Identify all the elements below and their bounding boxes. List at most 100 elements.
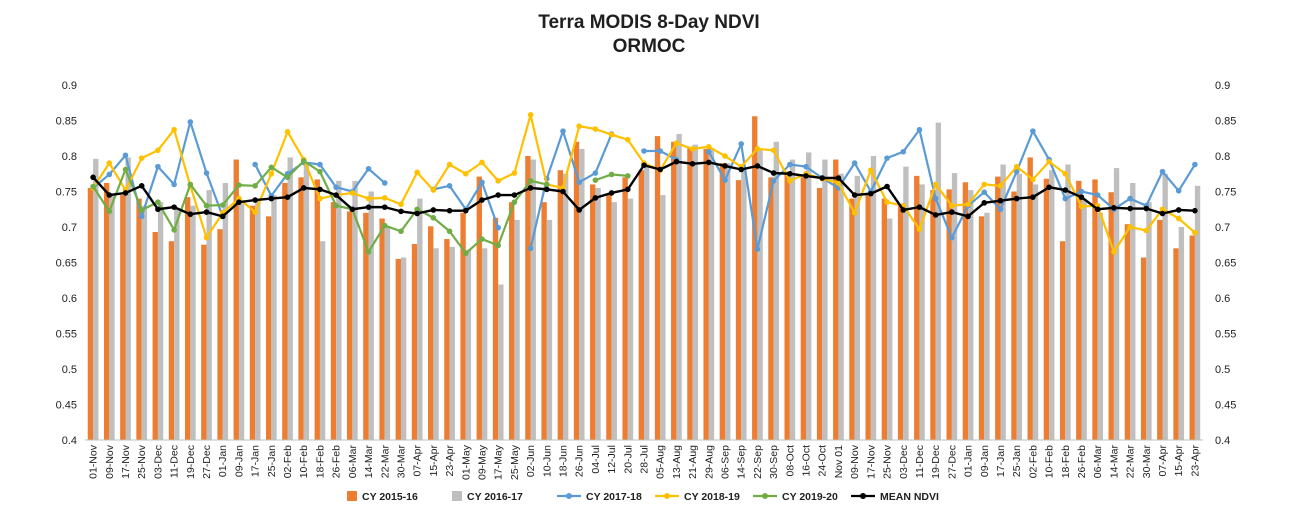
bar-s0-0 bbox=[87, 187, 94, 440]
x-tick-label-46: Nov 01 bbox=[833, 445, 845, 478]
marker-s2-33 bbox=[625, 173, 631, 179]
marker-s1-5 bbox=[171, 126, 177, 133]
x-tick-label-53: 27-Dec bbox=[946, 445, 958, 479]
marker-s1-26 bbox=[511, 170, 518, 176]
legend-label-bar-1: CY 2016-17 bbox=[467, 491, 523, 503]
legend-label-line-3: MEAN NDVI bbox=[880, 491, 939, 503]
marker-s0-25 bbox=[495, 224, 501, 231]
bar-s1-45 bbox=[822, 159, 828, 441]
marker-s1-1 bbox=[106, 160, 113, 166]
marker-s3-26 bbox=[511, 192, 518, 198]
marker-s3-38 bbox=[706, 159, 712, 166]
bar-s0-57 bbox=[1011, 191, 1017, 440]
legend-label-line-1: CY 2018-19 bbox=[684, 491, 740, 503]
bar-s1-31 bbox=[595, 187, 601, 440]
marker-s1-61 bbox=[1078, 203, 1085, 210]
y-axis-right: 0.4 0.45 0.5 0.55 0.6 0.65 0.7 0.75 0.8 0.85 0.9 bbox=[1215, 80, 1236, 447]
bar-s0-68 bbox=[1189, 235, 1195, 440]
bar-s1-38 bbox=[708, 148, 715, 440]
y-tick-label-right-7: 0.75 bbox=[1215, 187, 1236, 199]
x-tick-label-28: 10-Jun bbox=[541, 445, 553, 477]
bar-s1-61 bbox=[1081, 198, 1087, 440]
y-tick-label-left-2: 0.5 bbox=[62, 364, 77, 376]
bar-s0-13 bbox=[298, 177, 304, 441]
marker-s3-29 bbox=[560, 188, 566, 195]
bar-s1-43 bbox=[789, 159, 796, 441]
marker-s2-2 bbox=[122, 166, 129, 173]
marker-s3-44 bbox=[803, 173, 809, 179]
marker-s3-34 bbox=[641, 162, 647, 169]
marker-s2-7 bbox=[203, 202, 210, 209]
bar-s0-23 bbox=[460, 212, 466, 440]
bar-s1-62 bbox=[1097, 212, 1104, 440]
line-series-group bbox=[90, 112, 1198, 257]
y-tick-label-left-6: 0.7 bbox=[62, 222, 77, 234]
marker-s2-21 bbox=[430, 214, 437, 221]
bar-s0-16 bbox=[347, 211, 353, 440]
marker-s3-11 bbox=[268, 195, 275, 202]
bar-s0-50 bbox=[897, 205, 904, 440]
marker-s1-19 bbox=[398, 201, 404, 208]
x-tick-label-31: 04-Jul bbox=[590, 445, 602, 474]
marker-s3-51 bbox=[916, 204, 923, 210]
x-tick-label-42: 30-Sep bbox=[768, 445, 780, 479]
bar-s0-2 bbox=[120, 195, 126, 440]
marker-s3-49 bbox=[884, 183, 890, 190]
marker-s0-30 bbox=[576, 179, 582, 186]
marker-s0-34 bbox=[641, 148, 647, 154]
bar-s1-12 bbox=[287, 157, 293, 441]
bar-s0-12 bbox=[282, 182, 288, 441]
bar-s0-60 bbox=[1059, 241, 1066, 440]
bar-s1-13 bbox=[303, 163, 310, 440]
marker-s0-39 bbox=[722, 177, 728, 183]
bar-s1-40 bbox=[741, 170, 747, 440]
marker-s3-12 bbox=[284, 194, 291, 200]
marker-s1-3 bbox=[138, 155, 145, 161]
marker-s1-20 bbox=[414, 169, 420, 176]
bar-s1-16 bbox=[352, 180, 358, 440]
bar-s0-67 bbox=[1173, 248, 1179, 440]
marker-s1-16 bbox=[349, 190, 356, 196]
marker-s2-19 bbox=[398, 228, 404, 235]
bar-s1-63 bbox=[1113, 168, 1120, 440]
marker-s3-59 bbox=[1046, 184, 1052, 191]
bar-s1-7 bbox=[206, 190, 212, 440]
marker-s3-23 bbox=[462, 207, 469, 214]
bar-s1-28 bbox=[546, 219, 553, 440]
y-tick-label-right-8: 0.8 bbox=[1215, 151, 1230, 163]
bar-s0-61 bbox=[1076, 180, 1082, 440]
legend-label-bar-0: CY 2015-16 bbox=[362, 491, 418, 503]
marker-s0-3 bbox=[138, 213, 145, 220]
bar-s1-32 bbox=[611, 202, 617, 440]
bar-s1-5 bbox=[174, 209, 180, 440]
bar-s1-37 bbox=[692, 144, 698, 440]
marker-s3-67 bbox=[1175, 207, 1182, 213]
marker-s0-49 bbox=[884, 155, 890, 161]
marker-s1-63 bbox=[1111, 249, 1117, 255]
marker-s0-56 bbox=[997, 206, 1004, 213]
marker-s0-41 bbox=[754, 246, 761, 252]
marker-s1-25 bbox=[495, 178, 501, 184]
x-tick-label-1: 09-Nov bbox=[104, 444, 116, 479]
marker-s3-9 bbox=[236, 199, 242, 205]
x-tick-label-67: 15-Apr bbox=[1173, 444, 1185, 476]
bar-s0-65 bbox=[1140, 257, 1147, 440]
x-tick-label-17: 14-Mar bbox=[363, 445, 375, 479]
y-tick-label-left-3: 0.55 bbox=[56, 329, 77, 341]
marker-s0-4 bbox=[155, 163, 161, 170]
x-tick-label-24: 09-May bbox=[476, 444, 488, 480]
y-tick-label-right-5: 0.65 bbox=[1215, 258, 1236, 270]
x-tick-label-20: 07-Apr bbox=[412, 444, 424, 476]
marker-s2-8 bbox=[219, 202, 226, 208]
marker-s1-67 bbox=[1175, 215, 1182, 222]
bar-series-group bbox=[87, 116, 1201, 441]
bar-s0-58 bbox=[1027, 157, 1033, 441]
bar-s1-55 bbox=[984, 212, 990, 440]
x-tick-label-51: 11-Dec bbox=[914, 445, 926, 478]
marker-s0-52 bbox=[932, 195, 939, 202]
marker-s0-22 bbox=[446, 183, 453, 189]
bar-s0-28 bbox=[541, 202, 547, 440]
marker-s1-60 bbox=[1062, 170, 1069, 177]
bar-s1-35 bbox=[660, 195, 666, 440]
